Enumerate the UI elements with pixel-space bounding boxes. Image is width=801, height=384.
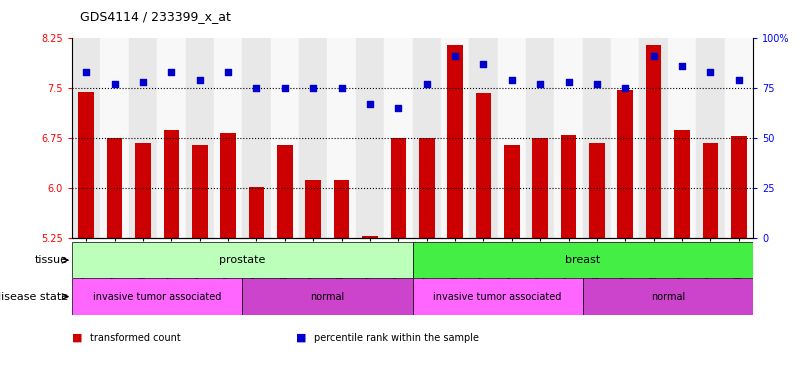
Text: transformed count: transformed count xyxy=(90,333,180,343)
Point xyxy=(279,85,292,91)
Bar xyxy=(299,38,328,238)
Point xyxy=(619,85,632,91)
Point xyxy=(165,69,178,75)
Bar xyxy=(646,45,662,384)
Bar xyxy=(413,38,441,238)
FancyBboxPatch shape xyxy=(413,278,582,315)
Point xyxy=(392,105,405,111)
Bar xyxy=(334,180,349,384)
Bar xyxy=(554,38,582,238)
Point xyxy=(335,85,348,91)
FancyBboxPatch shape xyxy=(72,278,242,315)
Point xyxy=(421,81,433,88)
Bar xyxy=(589,143,605,384)
Point xyxy=(704,69,717,75)
Bar xyxy=(561,135,577,384)
Point xyxy=(137,79,150,85)
Bar xyxy=(271,38,299,238)
Bar xyxy=(129,38,157,238)
Bar xyxy=(362,236,378,384)
Bar xyxy=(526,38,554,238)
Bar xyxy=(186,38,214,238)
FancyBboxPatch shape xyxy=(413,242,753,278)
Bar xyxy=(639,38,668,238)
Point xyxy=(477,61,490,68)
FancyBboxPatch shape xyxy=(582,278,753,315)
Bar xyxy=(618,89,633,384)
Bar xyxy=(668,38,696,238)
Bar xyxy=(356,38,384,238)
Bar xyxy=(504,145,520,384)
Bar xyxy=(476,93,491,384)
Text: ■: ■ xyxy=(72,333,83,343)
Bar xyxy=(78,92,94,384)
Bar xyxy=(441,38,469,238)
Bar xyxy=(447,45,463,384)
Bar xyxy=(163,130,179,384)
Point xyxy=(675,63,688,70)
Point xyxy=(307,85,320,91)
Point xyxy=(590,81,603,88)
Bar xyxy=(674,130,690,384)
Bar xyxy=(305,180,321,384)
Bar xyxy=(100,38,129,238)
Text: invasive tumor associated: invasive tumor associated xyxy=(433,291,562,302)
Text: GDS4114 / 233399_x_at: GDS4114 / 233399_x_at xyxy=(80,10,231,23)
Point xyxy=(193,77,206,83)
Text: disease state: disease state xyxy=(0,291,68,302)
Bar xyxy=(696,38,725,238)
Bar xyxy=(214,38,242,238)
Point xyxy=(533,81,546,88)
Bar xyxy=(731,136,747,384)
Text: prostate: prostate xyxy=(219,255,265,265)
Text: breast: breast xyxy=(565,255,601,265)
Bar xyxy=(384,38,413,238)
Point xyxy=(505,77,518,83)
Bar xyxy=(157,38,186,238)
Bar xyxy=(248,187,264,384)
Point xyxy=(562,79,575,85)
Bar xyxy=(725,38,753,238)
Bar xyxy=(702,143,718,384)
Bar xyxy=(242,38,271,238)
Text: tissue: tissue xyxy=(35,255,68,265)
Point xyxy=(222,69,235,75)
Bar xyxy=(328,38,356,238)
Point xyxy=(647,53,660,60)
Bar xyxy=(135,143,151,384)
Bar xyxy=(469,38,497,238)
Text: normal: normal xyxy=(310,291,344,302)
Text: ■: ■ xyxy=(296,333,307,343)
Point xyxy=(732,77,745,83)
Bar xyxy=(72,38,100,238)
Bar xyxy=(582,38,611,238)
Bar xyxy=(497,38,526,238)
Bar xyxy=(277,145,292,384)
Point xyxy=(449,53,461,60)
Bar xyxy=(107,138,123,384)
Text: invasive tumor associated: invasive tumor associated xyxy=(93,291,221,302)
FancyBboxPatch shape xyxy=(72,242,413,278)
Point xyxy=(364,101,376,108)
Text: percentile rank within the sample: percentile rank within the sample xyxy=(314,333,479,343)
Point xyxy=(80,69,93,75)
Bar xyxy=(220,133,236,384)
Bar xyxy=(533,138,548,384)
Bar xyxy=(419,138,434,384)
Bar xyxy=(391,138,406,384)
Point xyxy=(108,81,121,88)
FancyBboxPatch shape xyxy=(242,278,413,315)
Bar xyxy=(192,145,207,384)
Point xyxy=(250,85,263,91)
Bar xyxy=(611,38,639,238)
Text: normal: normal xyxy=(650,291,685,302)
